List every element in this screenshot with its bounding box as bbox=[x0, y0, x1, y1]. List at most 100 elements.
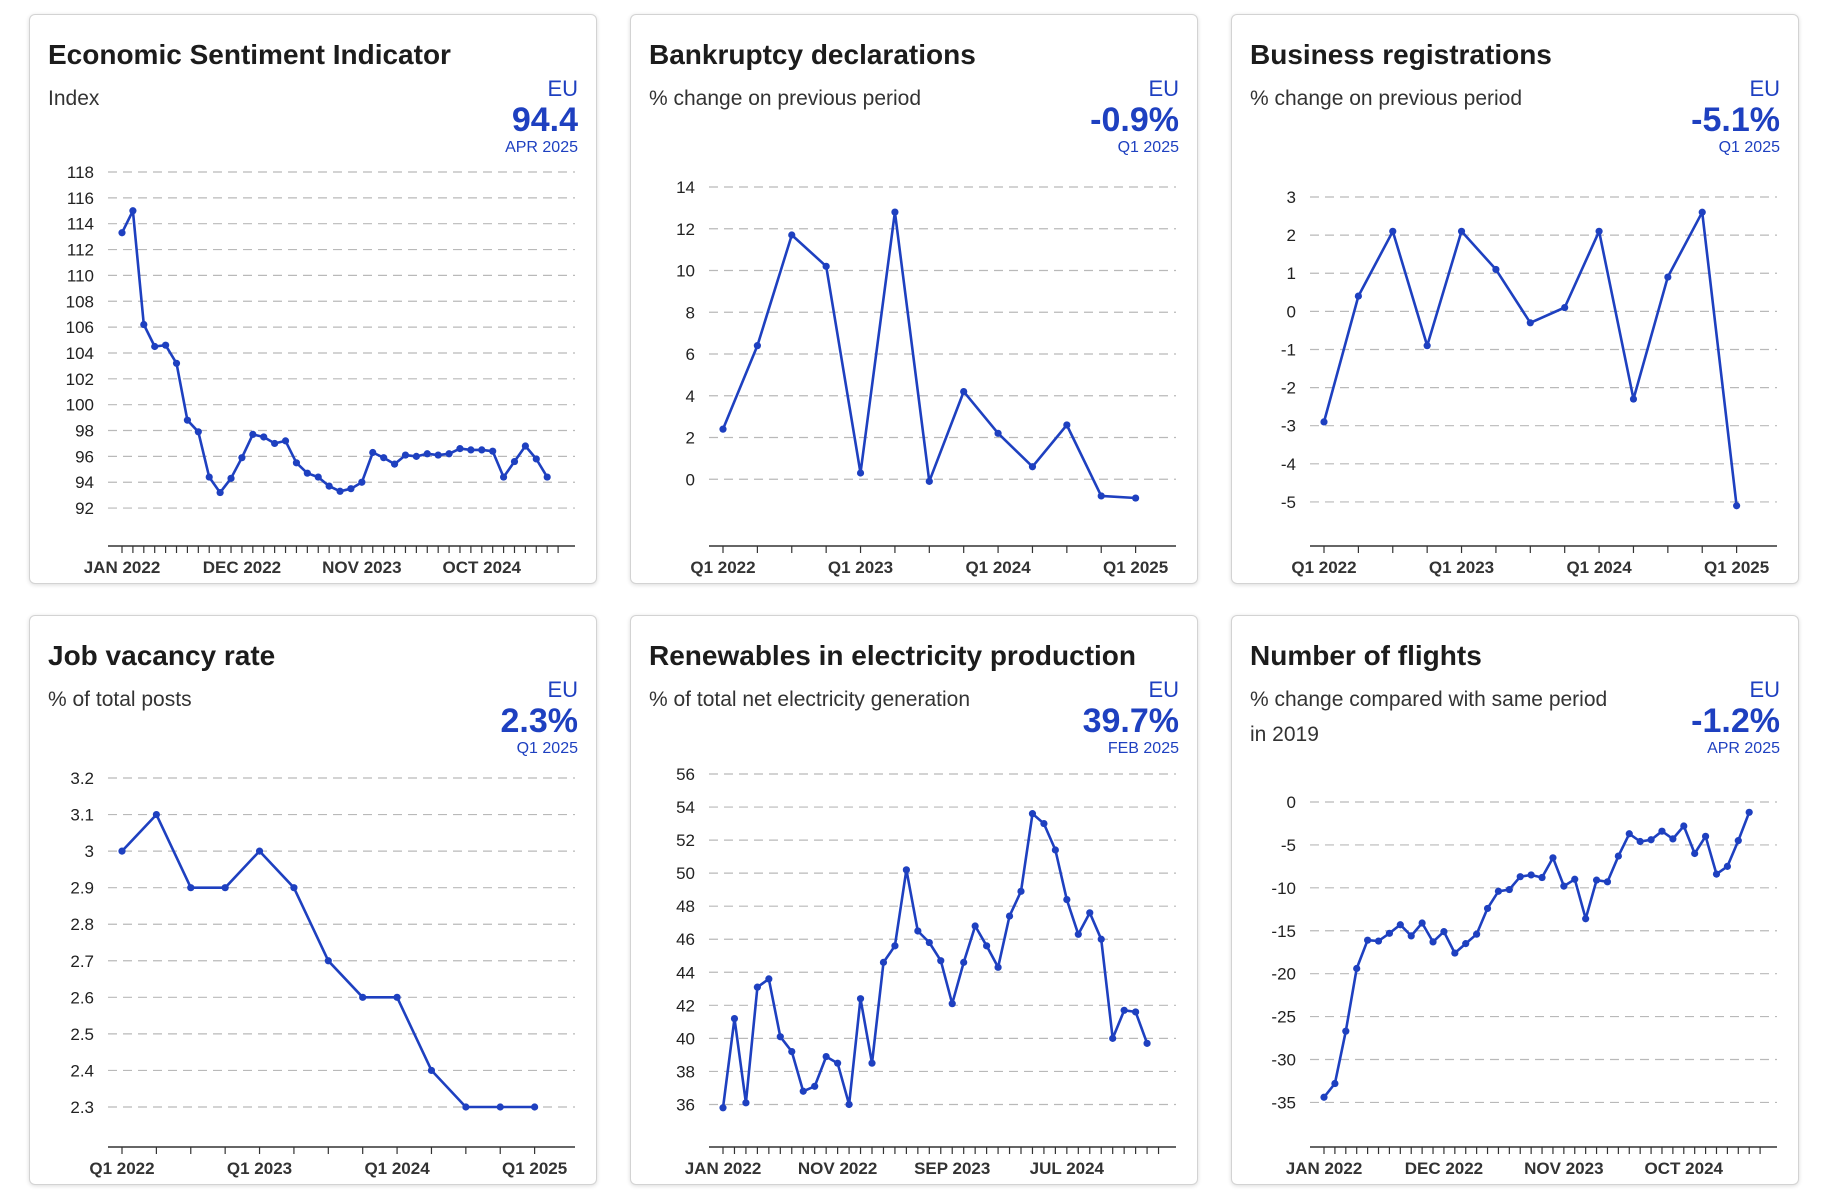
y-tick-label: 2.4 bbox=[70, 1061, 94, 1080]
data-point bbox=[983, 942, 991, 950]
data-point bbox=[162, 341, 170, 349]
x-tick-label: Q1 2023 bbox=[1429, 558, 1494, 577]
panel-title: Job vacancy rate bbox=[48, 640, 276, 671]
x-tick-label: NOV 2023 bbox=[322, 558, 401, 577]
x-tick-label: JAN 2022 bbox=[84, 558, 161, 577]
data-point bbox=[1614, 852, 1622, 860]
data-point bbox=[1658, 827, 1666, 835]
y-tick-label: 0 bbox=[686, 470, 695, 489]
data-point bbox=[971, 922, 979, 930]
y-tick-label: 14 bbox=[676, 178, 695, 197]
data-point bbox=[1374, 937, 1383, 945]
data-point bbox=[292, 459, 301, 467]
data-point bbox=[1494, 887, 1503, 895]
data-point bbox=[1320, 418, 1328, 426]
data-point bbox=[427, 1066, 436, 1075]
data-point bbox=[1549, 854, 1557, 862]
y-tick-label: 3.1 bbox=[70, 806, 94, 825]
data-point bbox=[347, 485, 355, 493]
y-tick-label: 102 bbox=[66, 370, 94, 389]
data-point bbox=[1423, 342, 1431, 350]
y-tick-label: -15 bbox=[1271, 922, 1296, 941]
series-line bbox=[721, 812, 1149, 1108]
data-point bbox=[1040, 819, 1048, 828]
kpi-period: FEB 2025 bbox=[1107, 740, 1179, 757]
series-line bbox=[120, 209, 549, 494]
data-point bbox=[478, 446, 486, 454]
y-tick-label: 0 bbox=[1287, 302, 1296, 321]
y-tick-label: -20 bbox=[1271, 965, 1296, 984]
data-point bbox=[753, 342, 761, 350]
x-tick-label: JAN 2022 bbox=[1286, 1159, 1363, 1178]
data-point bbox=[1745, 808, 1753, 816]
data-point bbox=[1120, 1006, 1128, 1014]
data-point bbox=[462, 1103, 470, 1111]
y-tick-label: -5 bbox=[1281, 493, 1296, 512]
data-point bbox=[281, 437, 290, 445]
x-tick-label: Q1 2024 bbox=[965, 558, 1031, 577]
x-tick-label: Q1 2024 bbox=[364, 1159, 430, 1178]
y-tick-label: 44 bbox=[676, 963, 695, 982]
data-point bbox=[314, 473, 322, 481]
y-tick-label: -25 bbox=[1271, 1008, 1296, 1027]
data-point bbox=[336, 487, 344, 495]
data-point bbox=[856, 469, 865, 477]
y-tick-label: 1 bbox=[1287, 264, 1296, 283]
panel-number-of-flights: Number of flights % change compared with… bbox=[1231, 615, 1799, 1185]
y-tick-label: 54 bbox=[676, 798, 695, 817]
y-tick-label: 2.9 bbox=[70, 879, 94, 898]
data-point bbox=[510, 457, 519, 466]
data-point bbox=[765, 975, 773, 983]
kpi-region: EU bbox=[1749, 677, 1780, 702]
data-point bbox=[496, 1103, 504, 1111]
data-point bbox=[1664, 273, 1672, 281]
data-point bbox=[393, 993, 401, 1001]
data-point bbox=[380, 454, 388, 462]
y-tick-label: 112 bbox=[67, 241, 94, 260]
y-tick-label: 106 bbox=[66, 318, 94, 337]
series-line bbox=[1322, 210, 1738, 506]
data-point bbox=[423, 450, 431, 458]
kpi-block: EU -5.1% Q1 2025 bbox=[1691, 77, 1780, 157]
data-point bbox=[216, 488, 224, 497]
data-point bbox=[925, 477, 933, 485]
y-tick-label: 4 bbox=[686, 387, 695, 406]
data-point bbox=[1647, 836, 1655, 844]
kpi-block: EU 39.7% FEB 2025 bbox=[1083, 678, 1179, 758]
y-tick-label: 50 bbox=[676, 864, 695, 883]
x-tick-label: DEC 2022 bbox=[1405, 1159, 1483, 1178]
data-point bbox=[1636, 837, 1644, 846]
data-point bbox=[948, 1000, 956, 1008]
y-tick-label: 2.6 bbox=[70, 988, 94, 1007]
x-tick-label: DEC 2022 bbox=[203, 558, 281, 577]
panel-economic-sentiment: Economic Sentiment Indicator Index EU 94… bbox=[29, 14, 597, 584]
data-point bbox=[543, 473, 551, 481]
data-point bbox=[205, 473, 213, 481]
data-point bbox=[271, 439, 279, 448]
kpi-value: 39.7% bbox=[1082, 702, 1179, 740]
data-point bbox=[1109, 1034, 1117, 1042]
panel-title: Bankruptcy declarations bbox=[649, 39, 976, 70]
data-point bbox=[1097, 492, 1105, 500]
line-chart: 2.3 2.4 2.5 2.6 2.7 2.8 2.9 3 3.1 3.2 Q1 2022 Q1 20… bbox=[70, 769, 575, 1178]
y-tick-label: 116 bbox=[67, 189, 94, 208]
data-point bbox=[194, 428, 202, 436]
data-point bbox=[742, 1099, 750, 1107]
data-point bbox=[1560, 882, 1568, 890]
data-point bbox=[249, 430, 257, 438]
kpi-region: EU bbox=[547, 677, 578, 702]
y-tick-label: 40 bbox=[676, 1029, 695, 1048]
data-point bbox=[1526, 319, 1534, 327]
y-tick-label: -3 bbox=[1281, 417, 1296, 436]
panel-renewables-electricity: Renewables in electricity production % o… bbox=[630, 615, 1198, 1185]
data-point bbox=[925, 938, 933, 947]
data-point bbox=[1483, 904, 1492, 913]
data-point bbox=[1342, 1027, 1350, 1035]
y-tick-label: -4 bbox=[1281, 455, 1296, 474]
kpi-value: -1.2% bbox=[1691, 702, 1780, 740]
y-tick-label: 2.5 bbox=[70, 1025, 94, 1044]
data-point bbox=[1132, 1008, 1140, 1016]
kpi-block: EU 94.4 APR 2025 bbox=[505, 77, 578, 157]
data-point bbox=[183, 416, 192, 424]
data-point bbox=[1629, 395, 1638, 403]
